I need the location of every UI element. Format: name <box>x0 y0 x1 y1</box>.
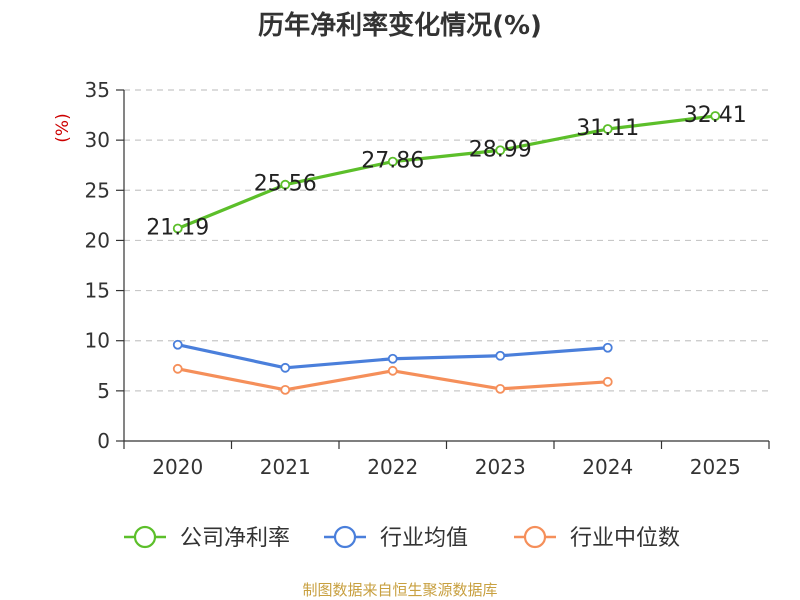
legend-label-2: 行业中位数 <box>570 526 680 551</box>
data-point-0-2023 <box>495 145 506 156</box>
x-tick-label-2024: 2024 <box>582 455 633 479</box>
data-point-1-2020 <box>172 339 183 350</box>
legend-marker-2 <box>523 525 547 549</box>
data-point-0-2024 <box>602 124 613 134</box>
data-point-2-2021 <box>280 384 291 395</box>
data-point-0-2021 <box>280 179 291 190</box>
series-lines <box>172 111 721 395</box>
data-point-1-2021 <box>280 362 291 373</box>
data-label-2021: 25.56 <box>254 172 317 197</box>
data-point-0-2020 <box>172 223 183 234</box>
data-point-2-2022 <box>387 365 398 376</box>
chart-title: 历年净利率变化情况(%) <box>258 11 542 41</box>
legend-label-1: 行业均值 <box>380 526 468 551</box>
data-point-2-2020 <box>172 363 183 374</box>
data-point-2-2024 <box>602 376 613 387</box>
data-labels: 21.19 25.56 27.86 28.99 31.11 32.41 <box>146 103 746 241</box>
y-tick-label-35: 35 <box>85 78 110 102</box>
data-point-0-2022 <box>387 156 398 167</box>
data-label-2023: 28.99 <box>469 137 532 162</box>
x-tick-label-2022: 2022 <box>367 455 418 479</box>
y-tick-label-20: 20 <box>85 228 110 252</box>
y-tick-label-25: 25 <box>85 178 110 202</box>
data-label-2022: 27.86 <box>361 149 424 174</box>
x-tick-label-2023: 2023 <box>475 455 526 479</box>
y-tick-label-5: 5 <box>97 379 110 403</box>
data-point-0-2025 <box>710 111 721 121</box>
y-axis-label: (%) <box>53 113 73 142</box>
legend-marker-1 <box>333 525 357 549</box>
legend-label-0: 公司净利率 <box>180 526 290 551</box>
data-point-1-2023 <box>495 350 506 361</box>
y-tick-label-30: 30 <box>85 128 110 152</box>
y-tick-label-10: 10 <box>85 329 110 353</box>
data-point-2-2023 <box>495 383 506 394</box>
source-note: 制图数据来自恒生聚源数据库 <box>302 581 498 599</box>
data-point-1-2024 <box>602 342 613 353</box>
data-label-2020: 21.19 <box>146 215 209 240</box>
grid-lines <box>124 89 769 392</box>
legend-marker-0 <box>133 525 157 549</box>
legend: 公司净利率 行业均值 行业中位数 <box>124 525 680 551</box>
y-tick-label-0: 0 <box>97 429 110 453</box>
data-label-2024: 31.11 <box>576 116 639 141</box>
x-tick-label-2021: 2021 <box>260 455 311 479</box>
data-label-2025: 32.41 <box>684 103 747 128</box>
y-tick-label-15: 15 <box>85 279 110 303</box>
series-line-0 <box>177 114 716 230</box>
data-point-1-2022 <box>387 353 398 364</box>
x-tick-label-2025: 2025 <box>690 455 741 479</box>
x-tick-label-2020: 2020 <box>152 455 203 479</box>
